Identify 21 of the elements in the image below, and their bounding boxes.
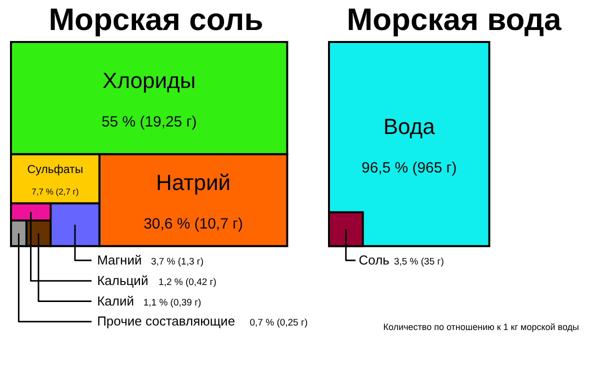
- text: Морская соль: [48, 2, 264, 37]
- category-label: Сульфаты: [27, 164, 84, 176]
- category-label: Калий: [97, 293, 134, 308]
- category-label: Натрий: [156, 170, 231, 196]
- category-label: Кальций: [97, 272, 148, 288]
- data-label: 3,5 % (35 г): [394, 256, 444, 268]
- data-label: 7,7 % (2,7 г): [32, 186, 79, 197]
- category-label: Прочие составляющие: [97, 314, 236, 329]
- data-label: 3,7 % (1,3 г): [150, 256, 204, 268]
- data-label: 55 % (19,25 г): [101, 114, 197, 131]
- data-label: 1,2 % (0,42 г): [158, 276, 216, 288]
- data-label: 1,1 % (0,39 г): [143, 297, 202, 308]
- category-label: Вода: [383, 114, 436, 139]
- data-label: 96,5 % (965 г): [362, 160, 457, 177]
- category-label: Магний: [97, 252, 142, 268]
- text: Морская вода: [346, 2, 562, 37]
- data-label: 0,7 % (0,25 г): [250, 318, 308, 329]
- data-label: 30,6 % (10,7 г): [144, 216, 243, 233]
- text: Количество по отношению к 1 кг морской воды: [383, 322, 579, 332]
- category-label: Соль: [358, 252, 390, 268]
- category-label: Хлориды: [102, 68, 196, 93]
